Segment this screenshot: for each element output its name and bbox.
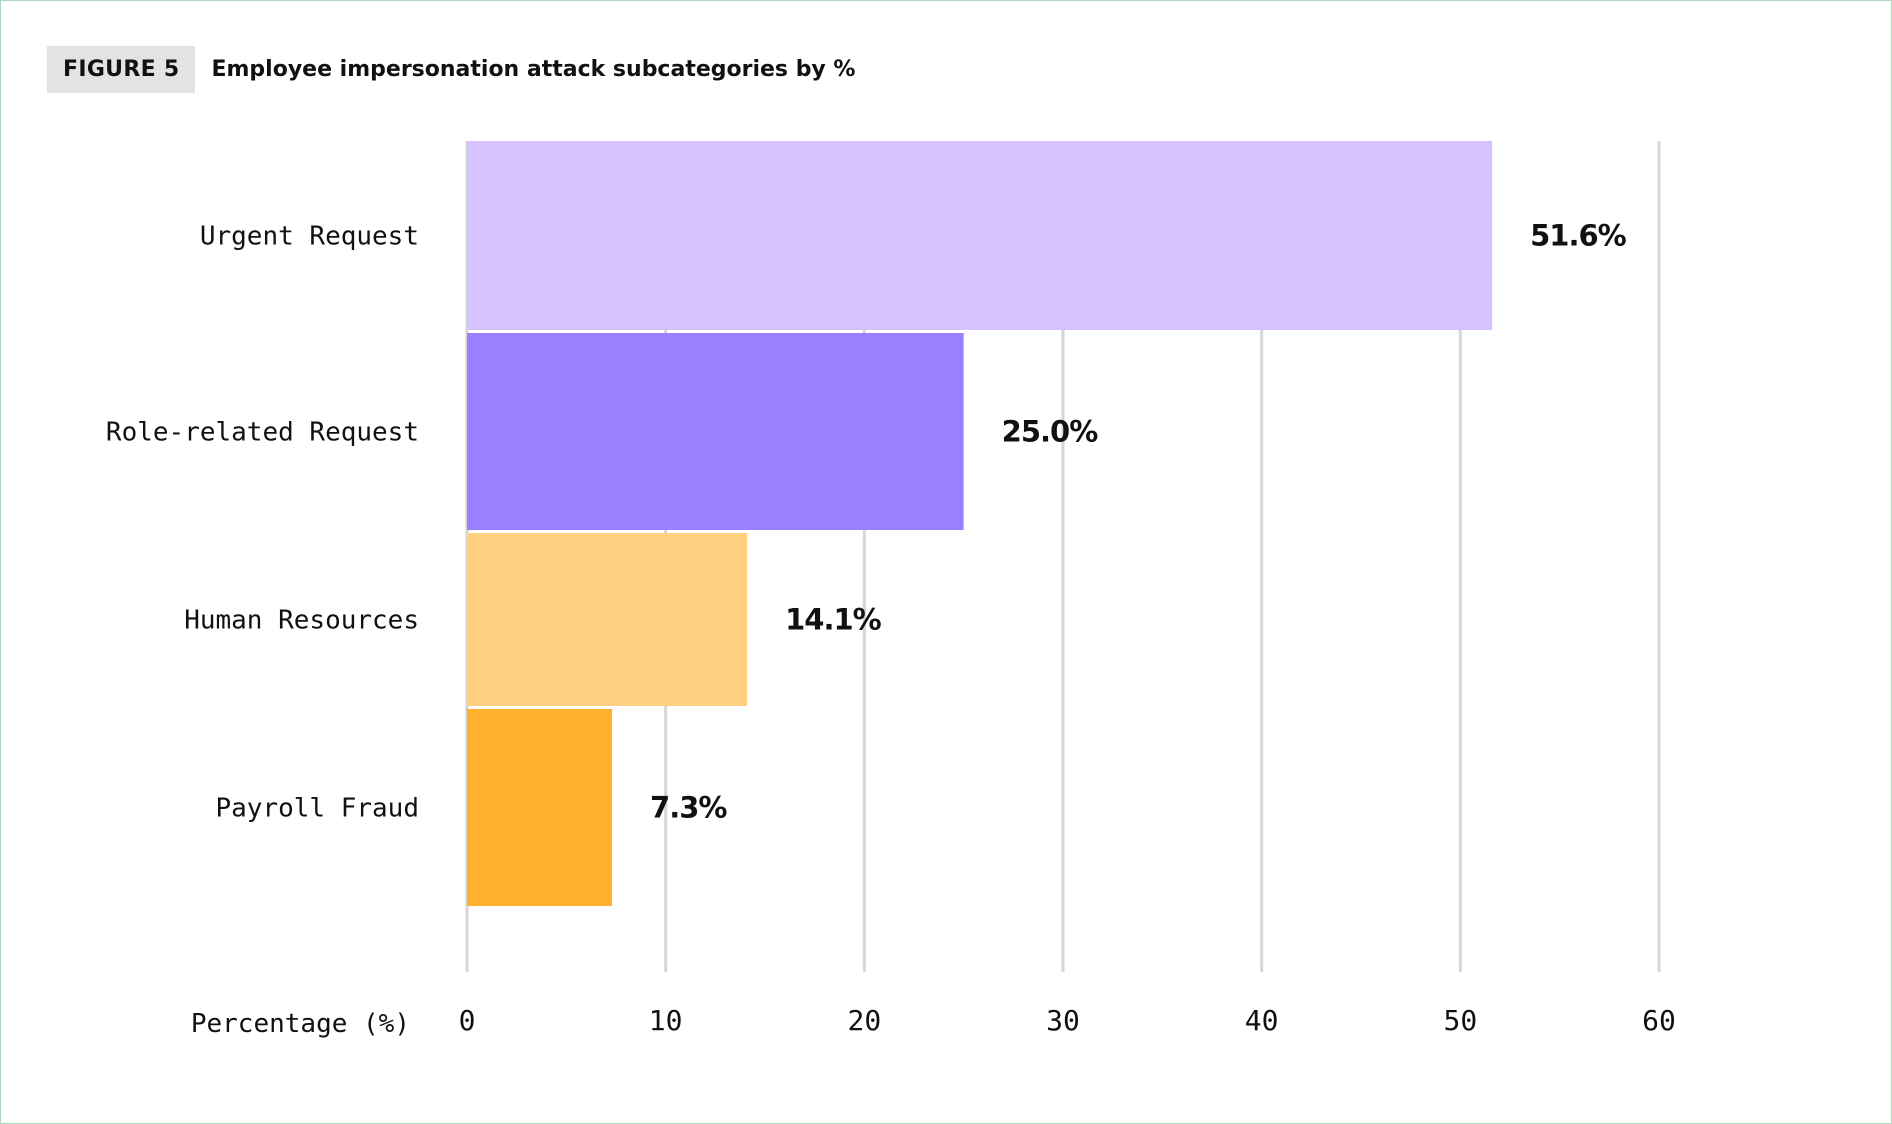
x-tick-label: 30 [1046,1004,1080,1037]
x-tick-label: 50 [1443,1004,1477,1037]
data-label: 25.0% [1002,415,1099,449]
data-label: 7.3% [650,791,727,825]
x-tick-label: 40 [1245,1004,1279,1037]
x-tick-label: 60 [1642,1004,1676,1037]
figure-title: Employee impersonation attack subcategor… [211,57,856,82]
category-label: Role-related Request [106,418,419,448]
x-tick-label: 10 [649,1004,683,1037]
bar-payroll-fraud [467,709,613,906]
figure-badge: FIGURE 5 [47,46,196,93]
figure-header: FIGURE 5 Employee impersonation attack s… [47,46,855,93]
data-label: 51.6% [1530,219,1627,253]
category-label: Urgent Request [200,222,419,252]
bar-role-related-request [467,333,964,530]
labels: 0 10 20 30 40 50 60 Urgent Request 51.6% Role-rel… [106,219,1676,1040]
bar-human-resources [467,533,748,706]
x-tick-label: 20 [847,1004,881,1037]
x-tick-label: 0 [459,1004,476,1037]
category-label: Human Resources [184,606,419,636]
bar-urgent-request [467,141,1493,330]
category-label: Payroll Fraud [216,794,420,824]
data-label: 14.1% [785,603,882,637]
bars [467,141,1493,906]
x-axis-title: Percentage (%) [191,1009,410,1039]
